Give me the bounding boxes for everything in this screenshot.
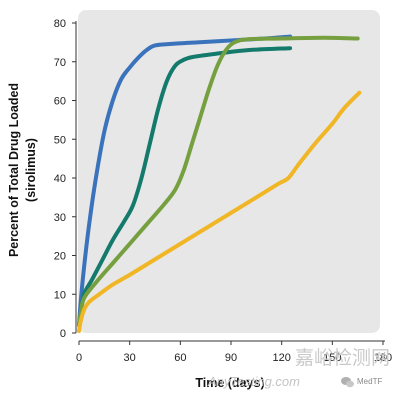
series-line-4 xyxy=(77,90,362,334)
x-tick-label: 150 xyxy=(323,352,341,364)
x-tick-label: 120 xyxy=(272,352,290,364)
watermark-handle: MedTF xyxy=(357,377,382,386)
watermark: 嘉峪检测网 AnyTesting.com MedTF xyxy=(207,347,390,389)
y-tick-label: 70 xyxy=(54,57,66,69)
y-tick-label: 20 xyxy=(54,251,66,263)
series-line-1 xyxy=(77,34,293,328)
y-tick-label: 0 xyxy=(60,328,66,340)
x-tick-label: 90 xyxy=(225,352,237,364)
series-line-3 xyxy=(77,35,360,328)
x-tick-label: 60 xyxy=(174,352,186,364)
y-axis-title-line-2: (sirolimus) xyxy=(24,138,38,202)
y-tick-label: 60 xyxy=(54,96,66,108)
watermark-english: AnyTesting.com xyxy=(207,374,300,389)
x-tick-label: 0 xyxy=(76,352,82,364)
y-tick-label: 50 xyxy=(54,134,66,146)
x-tick-label: 30 xyxy=(124,352,136,364)
wechat-icon xyxy=(341,377,354,388)
series-layer xyxy=(77,34,362,334)
y-axis-title: Percent of Total Drug Loaded (sirolimus) xyxy=(7,83,38,257)
y-tick-label: 10 xyxy=(54,289,66,301)
y-tick-label: 40 xyxy=(54,173,66,185)
x-axis-title: Time (days) xyxy=(195,376,264,390)
plot-area xyxy=(78,10,380,333)
watermark-chinese: 嘉峪检测网 xyxy=(295,347,390,369)
series-line-2 xyxy=(77,46,293,328)
x-axis: 0 30 60 90 120 150 180 xyxy=(76,340,392,364)
y-axis: 0 10 20 30 40 50 60 70 80 xyxy=(54,18,77,340)
y-tick-label: 30 xyxy=(54,212,66,224)
y-axis-title-line-1: Percent of Total Drug Loaded xyxy=(7,83,21,257)
x-tick-label: 180 xyxy=(374,352,392,364)
y-tick-label: 80 xyxy=(54,18,66,30)
